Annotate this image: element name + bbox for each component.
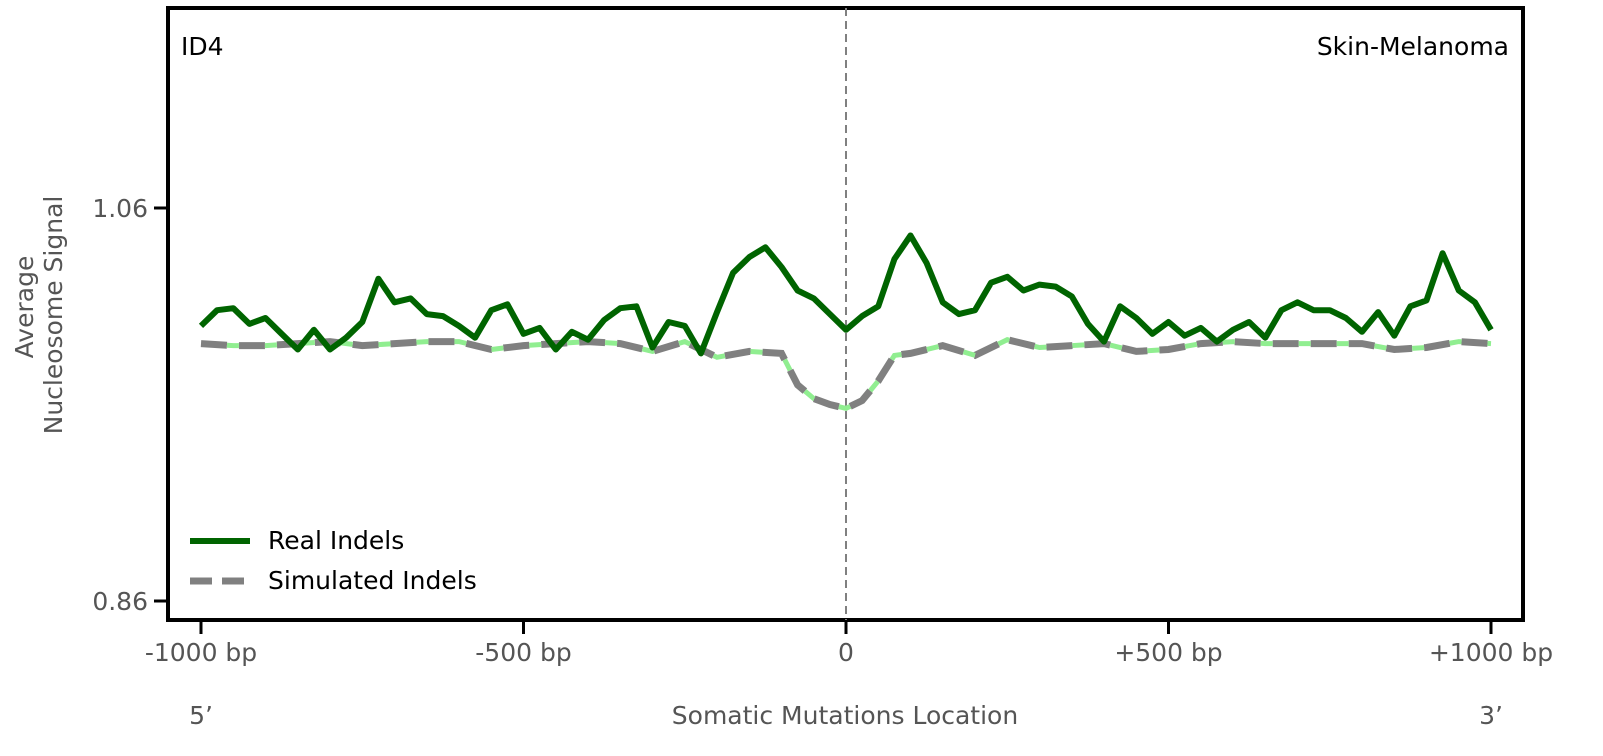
y-axis-title-line2: Nucleosome Signal — [39, 196, 68, 435]
cancer-type-label: Skin-Melanoma — [1317, 32, 1509, 61]
x-axis: -1000 bp -500 bp 0 +500 bp +1000 bp — [145, 620, 1553, 667]
x-tick-label: +500 bp — [1114, 638, 1222, 667]
signature-label: ID4 — [181, 32, 224, 61]
legend-label-real-indels: Real Indels — [268, 526, 404, 555]
x-tick-label: -1000 bp — [145, 638, 257, 667]
y-tick-label: 1.06 — [92, 194, 148, 223]
legend: Real Indels Simulated Indels — [190, 526, 477, 595]
y-axis: 0.86 1.06 — [92, 194, 168, 616]
y-tick-label: 0.86 — [92, 587, 148, 616]
x-tick-label: 0 — [838, 638, 854, 667]
x-tick-label: -500 bp — [475, 638, 571, 667]
five-prime-label: 5’ — [189, 701, 213, 730]
series-line-simulated-indels-accent — [200, 337, 1492, 412]
series-line-simulated-indels — [200, 336, 1492, 413]
legend-label-simulated-indels: Simulated Indels — [268, 566, 477, 595]
three-prime-label: 3’ — [1479, 701, 1503, 730]
y-axis-title-line1: Average — [10, 256, 39, 359]
x-axis-title: Somatic Mutations Location — [672, 701, 1018, 730]
series-line-real-indels — [198, 232, 1494, 357]
x-tick-label: +1000 bp — [1429, 638, 1553, 667]
